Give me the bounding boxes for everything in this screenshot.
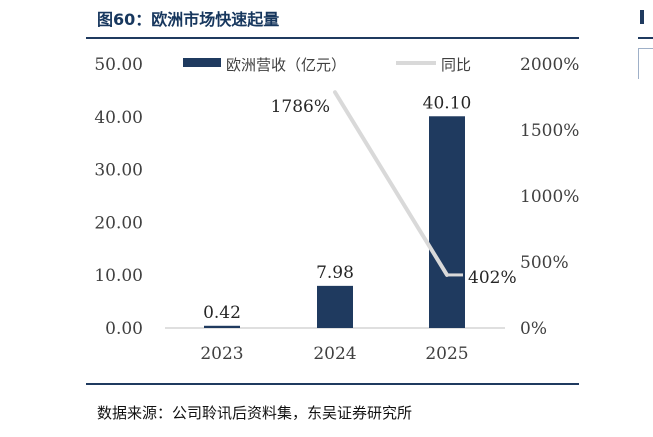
top-rule (86, 37, 579, 39)
line-data-label: 1786% (271, 97, 330, 117)
y-right-tick-label: 1000% (520, 187, 579, 207)
y-right-tick-label: 2000% (520, 55, 579, 75)
bar (317, 285, 353, 328)
bar-data-label: 0.42 (203, 303, 241, 323)
bar (204, 325, 240, 328)
y-left-tick-label: 10.00 (94, 266, 143, 286)
line-data-label: 402% (468, 268, 517, 288)
bar-data-label: 40.10 (423, 93, 472, 113)
legend-swatch-bar (183, 58, 221, 67)
bar-data-label: 7.98 (316, 263, 354, 283)
x-tick-label: 2023 (200, 344, 243, 364)
x-tick-label: 2025 (425, 344, 468, 364)
bottom-rule (86, 383, 579, 385)
legend-label-line: 同比 (441, 56, 471, 74)
y-right-tick-label: 1500% (520, 121, 579, 141)
series-line-yoy (333, 90, 449, 277)
y-left-tick-label: 40.00 (94, 108, 143, 128)
adjacent-frame (638, 48, 653, 79)
adjacent-rule (638, 37, 653, 39)
bar (429, 116, 465, 328)
adjacent-title-mark (640, 10, 644, 24)
y-right-tick-label: 500% (520, 253, 569, 273)
legend-label-bar: 欧洲营收（亿元） (226, 56, 346, 74)
y-left-tick-label: 20.00 (94, 213, 143, 233)
source-note: 数据来源：公司聆讯后资料集，东吴证券研究所 (97, 404, 413, 422)
adjacent-figure-edge (638, 0, 653, 437)
x-tick-label: 2024 (313, 344, 356, 364)
y-left-tick-label: 0.00 (105, 319, 143, 339)
figure-title: 图60：欧洲市场快速起量 (97, 10, 280, 29)
y-left-tick-label: 50.00 (94, 55, 143, 75)
y-right-tick-label: 0% (520, 319, 547, 339)
y-left-tick-label: 30.00 (94, 161, 143, 181)
